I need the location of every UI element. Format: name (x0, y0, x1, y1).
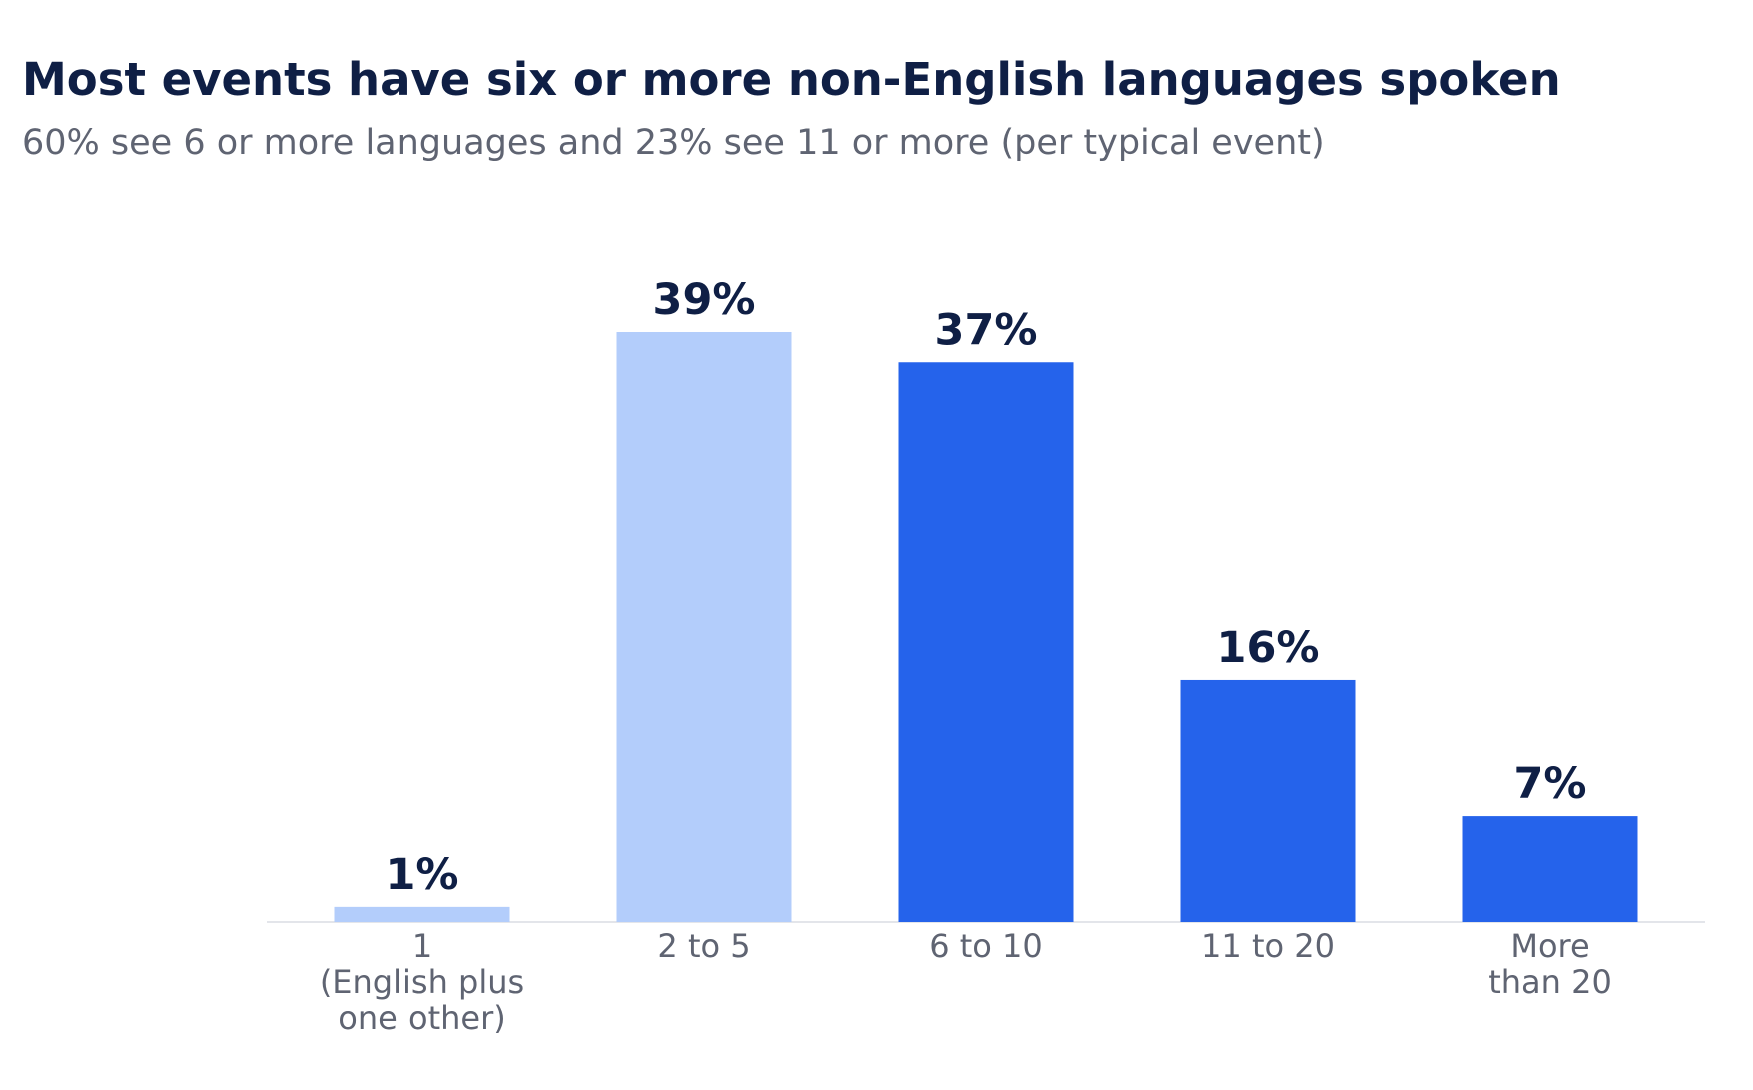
x-tick-label-line: one other) (338, 999, 505, 1037)
x-tick-label-line: 1 (412, 927, 432, 965)
x-tick-label-line: More (1510, 927, 1589, 965)
x-tick-labels-group: 1 (English plus one other) 2 to 5 6 to 10 11 … (320, 927, 1612, 1037)
value-label-3: 37% (935, 305, 1038, 355)
bar-4 (1180, 679, 1356, 922)
chart-subtitle: 60% see 6 or more languages and 23% see … (22, 123, 1325, 163)
x-tick-label-line: 6 to 10 (929, 927, 1043, 965)
x-tick-label-1: 1 (English plus one other) (320, 927, 524, 1037)
chart-title: Most events have six or more non-English… (22, 53, 1561, 106)
x-tick-label-line: (English plus (320, 963, 524, 1001)
x-tick-label-3: 6 to 10 (929, 927, 1043, 965)
x-tick-label-line: 2 to 5 (657, 927, 750, 965)
bar-3 (898, 362, 1074, 922)
bar-2 (616, 332, 792, 922)
x-tick-label-line: than 20 (1488, 963, 1612, 1001)
x-tick-label-line: 11 to 20 (1201, 927, 1335, 965)
value-label-4: 16% (1217, 623, 1320, 673)
x-tick-label-5: More than 20 (1488, 927, 1612, 1001)
value-label-5: 7% (1513, 759, 1586, 809)
value-label-1: 1% (385, 850, 458, 900)
value-label-2: 39% (653, 275, 756, 325)
value-labels-group: 1% 39% 37% 16% 7% (385, 275, 1586, 900)
x-tick-label-4: 11 to 20 (1201, 927, 1335, 965)
bars-group (334, 332, 1638, 922)
bar-5 (1462, 816, 1638, 922)
x-tick-label-2: 2 to 5 (657, 927, 750, 965)
bar-1 (334, 906, 510, 922)
